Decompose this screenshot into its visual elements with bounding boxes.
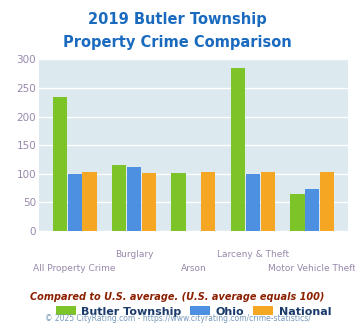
Bar: [231, 68, 245, 231]
Text: 2019 Butler Township: 2019 Butler Township: [88, 12, 267, 26]
Text: Larceny & Theft: Larceny & Theft: [217, 250, 289, 259]
Bar: [142, 173, 156, 231]
Bar: [171, 173, 186, 231]
Text: Property Crime Comparison: Property Crime Comparison: [63, 35, 292, 50]
Bar: [112, 165, 126, 231]
Text: Burglary: Burglary: [115, 250, 153, 259]
Bar: [67, 174, 82, 231]
Bar: [261, 172, 275, 231]
Text: Arson: Arson: [181, 264, 206, 273]
Bar: [320, 172, 334, 231]
Text: Motor Vehicle Theft: Motor Vehicle Theft: [268, 264, 355, 273]
Legend: Butler Township, Ohio, National: Butler Township, Ohio, National: [51, 302, 336, 321]
Bar: [290, 194, 305, 231]
Text: © 2025 CityRating.com - https://www.cityrating.com/crime-statistics/: © 2025 CityRating.com - https://www.city…: [45, 314, 310, 323]
Bar: [246, 174, 260, 231]
Bar: [201, 172, 215, 231]
Text: Compared to U.S. average. (U.S. average equals 100): Compared to U.S. average. (U.S. average …: [30, 292, 325, 302]
Bar: [305, 189, 320, 231]
Bar: [82, 172, 97, 231]
Bar: [127, 167, 141, 231]
Bar: [53, 97, 67, 231]
Text: All Property Crime: All Property Crime: [33, 264, 116, 273]
